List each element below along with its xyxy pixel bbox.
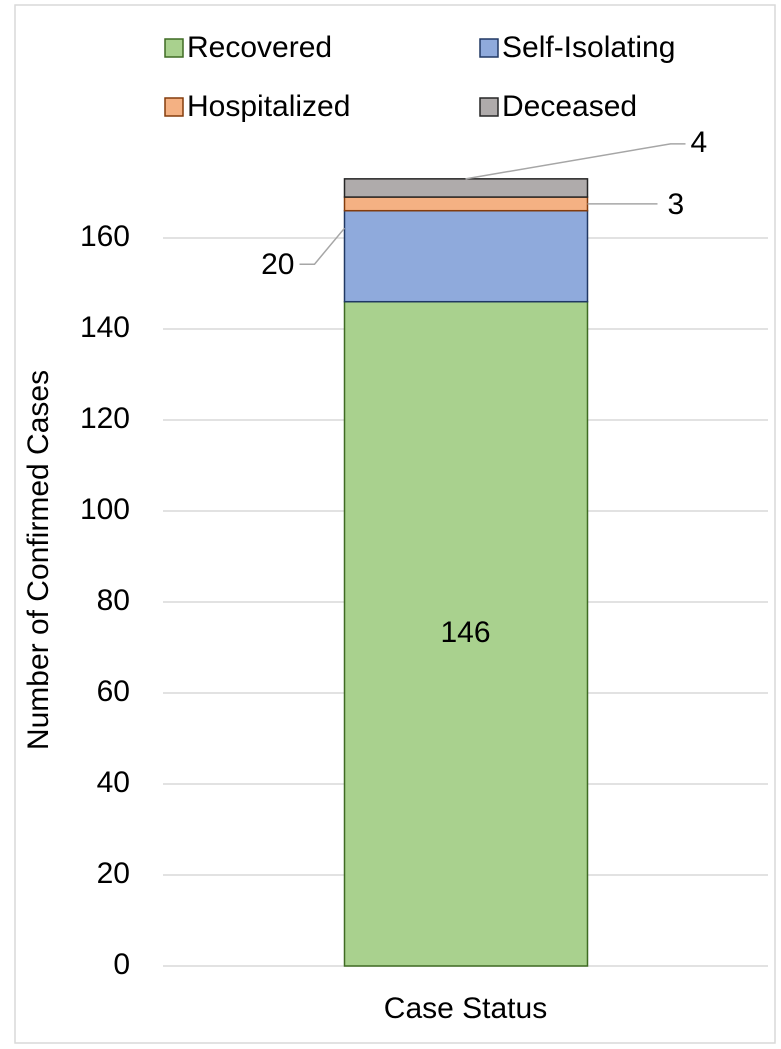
y-tick-label: 60	[97, 675, 130, 708]
chart-border	[14, 4, 776, 1044]
y-tick-label: 20	[97, 857, 130, 890]
y-tick-label: 120	[80, 402, 130, 435]
y-tick-label: 40	[97, 766, 130, 799]
leader-line	[299, 227, 346, 265]
y-tick-label: 0	[113, 948, 130, 981]
data-label: 3	[668, 188, 685, 221]
y-tick-label: 140	[80, 311, 130, 344]
legend-swatch	[164, 97, 184, 117]
legend-swatch	[479, 97, 499, 117]
legend-label: Hospitalized	[187, 90, 350, 123]
legend-label: Self-Isolating	[502, 31, 675, 64]
bar-segment	[343, 300, 589, 967]
bar-segment	[343, 209, 589, 303]
legend-swatch	[164, 38, 184, 58]
bar-segment	[343, 178, 589, 198]
legend-swatch	[479, 38, 499, 58]
data-label: 146	[440, 616, 490, 649]
data-label: 20	[261, 248, 294, 281]
y-tick-label: 100	[80, 493, 130, 526]
y-tick-label: 80	[97, 584, 130, 617]
legend-label: Deceased	[502, 90, 637, 123]
y-axis-title: Number of Confirmed Cases	[22, 370, 55, 750]
legend-label: Recovered	[187, 31, 332, 64]
data-label: 4	[691, 126, 708, 159]
y-tick-label: 160	[80, 220, 130, 253]
x-tick-label: Case Status	[384, 992, 547, 1025]
leader-line	[465, 143, 686, 180]
bar-segment	[343, 196, 589, 212]
